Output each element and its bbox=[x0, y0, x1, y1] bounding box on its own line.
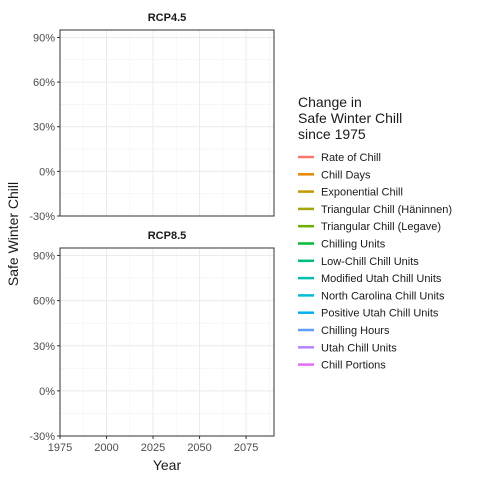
y-tick-label: -30% bbox=[29, 211, 55, 223]
legend-label: North Carolina Chill Units bbox=[321, 290, 445, 302]
y-tick-label: 90% bbox=[33, 251, 55, 263]
y-tick-label: 30% bbox=[33, 122, 55, 134]
panel-border bbox=[59, 29, 275, 217]
panel-border bbox=[59, 247, 275, 437]
legend-label: Chill Days bbox=[321, 169, 371, 181]
legend-label: Low-Chill Chill Units bbox=[321, 256, 419, 268]
facet-label: RCP8.5 bbox=[148, 230, 187, 242]
facet-label: RCP4.5 bbox=[148, 12, 187, 24]
panel-background bbox=[60, 248, 274, 436]
x-tick-label: 2000 bbox=[94, 442, 118, 454]
y-tick-label: 0% bbox=[39, 386, 55, 398]
y-tick-label: -30% bbox=[29, 431, 55, 443]
legend-label: Triangular Chill (Häninnen) bbox=[321, 204, 452, 216]
legend-title: since 1975 bbox=[298, 126, 366, 142]
legend-label: Chilling Units bbox=[321, 239, 386, 251]
y-tick-label: 30% bbox=[33, 341, 55, 353]
y-tick-label: 90% bbox=[33, 32, 55, 44]
x-tick-label: 2025 bbox=[141, 442, 165, 454]
legend-label: Exponential Chill bbox=[321, 187, 403, 199]
legend-label: Triangular Chill (Legave) bbox=[321, 221, 441, 233]
legend-label: Utah Chill Units bbox=[321, 342, 397, 354]
legend-label: Chill Portions bbox=[321, 360, 386, 372]
panel-rcp45: RCP4.5 -30% 0% 30% 60% 90% bbox=[29, 12, 275, 223]
y-tick-label: 0% bbox=[39, 166, 55, 178]
legend-label: Chilling Hours bbox=[321, 325, 390, 337]
legend-title: Safe Winter Chill bbox=[298, 110, 402, 126]
x-tick-label: 2050 bbox=[187, 442, 211, 454]
y-tick-label: 60% bbox=[33, 77, 55, 89]
panel-rcp85: RCP8.5 -30% 0% 30% 60% 90% bbox=[29, 230, 275, 443]
legend-title: Change in bbox=[298, 94, 362, 110]
panel-background bbox=[60, 30, 274, 216]
legend-label: Modified Utah Chill Units bbox=[321, 273, 442, 285]
x-axis: 1975 2000 2025 2050 2075 bbox=[48, 436, 258, 454]
legend-label: Rate of Chill bbox=[321, 152, 381, 164]
y-axis-title: Safe Winter Chill bbox=[5, 182, 21, 286]
x-tick-label: 2075 bbox=[234, 442, 258, 454]
x-tick-label: 1975 bbox=[48, 442, 72, 454]
legend-label: Positive Utah Chill Units bbox=[321, 308, 439, 320]
y-tick-label: 60% bbox=[33, 296, 55, 308]
x-axis-title: Year bbox=[153, 457, 182, 473]
